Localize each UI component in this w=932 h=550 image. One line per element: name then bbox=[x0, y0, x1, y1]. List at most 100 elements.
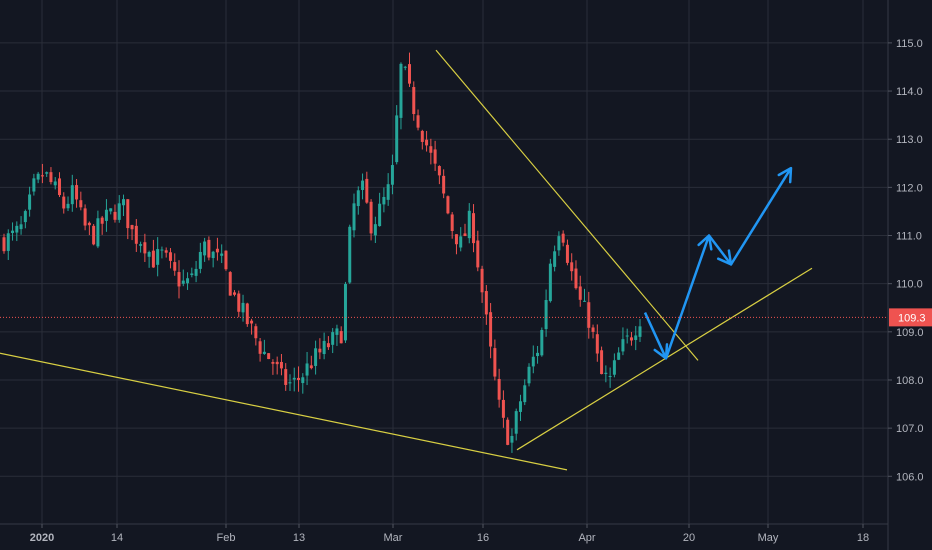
candle-up[interactable] bbox=[314, 340, 318, 375]
candle-up[interactable] bbox=[335, 324, 339, 346]
candlestick-series[interactable] bbox=[2, 52, 642, 453]
candle-down[interactable] bbox=[570, 253, 574, 281]
candle-down[interactable] bbox=[143, 233, 147, 262]
candle-up[interactable] bbox=[352, 193, 356, 238]
candle-up[interactable] bbox=[198, 242, 202, 274]
candle-down[interactable] bbox=[450, 212, 454, 239]
candle-up[interactable] bbox=[28, 186, 32, 217]
candle-up[interactable] bbox=[548, 258, 552, 303]
candle-up[interactable] bbox=[382, 187, 386, 213]
candle-up[interactable] bbox=[523, 379, 527, 406]
candle-down[interactable] bbox=[309, 355, 313, 370]
candle-up[interactable] bbox=[11, 222, 15, 241]
candle-down[interactable] bbox=[578, 275, 582, 307]
candle-up[interactable] bbox=[15, 221, 19, 242]
candle-down[interactable] bbox=[454, 234, 458, 255]
candle-up[interactable] bbox=[32, 173, 36, 196]
candle-up[interactable] bbox=[181, 269, 185, 287]
candle-up[interactable] bbox=[220, 244, 224, 264]
candle-up[interactable] bbox=[467, 203, 471, 244]
candle-down[interactable] bbox=[497, 368, 501, 408]
candle-up[interactable] bbox=[292, 367, 296, 392]
candle-up[interactable] bbox=[139, 241, 143, 253]
candle-down[interactable] bbox=[173, 253, 177, 276]
candle-down[interactable] bbox=[561, 230, 565, 247]
candle-down[interactable] bbox=[232, 290, 236, 297]
candle-up[interactable] bbox=[96, 210, 100, 249]
candle-up[interactable] bbox=[536, 345, 540, 364]
candle-down[interactable] bbox=[79, 191, 83, 211]
candle-up[interactable] bbox=[403, 65, 407, 71]
candle-down[interactable] bbox=[130, 224, 134, 241]
candle-up[interactable] bbox=[190, 267, 194, 278]
candle-up[interactable] bbox=[612, 353, 616, 378]
candle-up[interactable] bbox=[343, 281, 347, 343]
candle-down[interactable] bbox=[429, 138, 433, 165]
candle-up[interactable] bbox=[19, 216, 23, 235]
candle-down[interactable] bbox=[501, 390, 505, 428]
candle-up[interactable] bbox=[390, 154, 394, 195]
candle-down[interactable] bbox=[92, 224, 96, 246]
candle-up[interactable] bbox=[288, 374, 292, 391]
candle-up[interactable] bbox=[617, 347, 621, 361]
candle-down[interactable] bbox=[284, 363, 288, 391]
candle-down[interactable] bbox=[237, 290, 241, 318]
candle-up[interactable] bbox=[356, 186, 360, 215]
candle-down[interactable] bbox=[254, 323, 258, 346]
candle-up[interactable] bbox=[553, 245, 557, 272]
candle-up[interactable] bbox=[53, 177, 57, 190]
candle-down[interactable] bbox=[565, 239, 569, 266]
trendline-drawings[interactable] bbox=[0, 49, 813, 471]
candle-up[interactable] bbox=[23, 209, 27, 229]
candle-up[interactable] bbox=[604, 365, 608, 383]
candle-down[interactable] bbox=[416, 109, 420, 131]
candle-down[interactable] bbox=[258, 337, 262, 362]
time-axis[interactable]: 2020 14 Feb 13 Mar 16 Apr 20 May 18 bbox=[0, 523, 888, 544]
candle-down[interactable] bbox=[83, 204, 87, 231]
candle-down[interactable] bbox=[134, 219, 138, 252]
candle-up[interactable] bbox=[45, 171, 49, 177]
candle-down[interactable] bbox=[275, 356, 279, 375]
candle-up[interactable] bbox=[361, 173, 365, 200]
candle-down[interactable] bbox=[326, 336, 330, 350]
candle-up[interactable] bbox=[186, 272, 190, 290]
candle-up[interactable] bbox=[322, 332, 326, 360]
candle-up[interactable] bbox=[527, 363, 531, 387]
candle-up[interactable] bbox=[557, 231, 561, 256]
candle-down[interactable] bbox=[493, 339, 497, 381]
candle-down[interactable] bbox=[600, 346, 604, 375]
candle-down[interactable] bbox=[412, 81, 416, 121]
candle-up[interactable] bbox=[262, 339, 266, 355]
candle-down[interactable] bbox=[49, 167, 53, 185]
candle-up[interactable] bbox=[459, 227, 463, 252]
candle-down[interactable] bbox=[463, 223, 467, 237]
candle-up[interactable] bbox=[518, 394, 522, 421]
candle-down[interactable] bbox=[339, 326, 343, 344]
support-trendline-lower[interactable] bbox=[0, 352, 568, 471]
candle-up[interactable] bbox=[109, 208, 113, 215]
candle-down[interactable] bbox=[215, 237, 219, 261]
candle-down[interactable] bbox=[40, 163, 44, 184]
candle-down[interactable] bbox=[245, 302, 249, 327]
candle-up[interactable] bbox=[122, 194, 126, 217]
candle-up[interactable] bbox=[160, 246, 164, 259]
candle-down[interactable] bbox=[224, 250, 228, 271]
candle-down[interactable] bbox=[2, 233, 6, 254]
candle-down[interactable] bbox=[365, 171, 369, 204]
candle-down[interactable] bbox=[420, 129, 424, 150]
candle-down[interactable] bbox=[591, 324, 595, 339]
candle-down[interactable] bbox=[207, 236, 211, 261]
candle-down[interactable] bbox=[168, 248, 172, 269]
candle-down[interactable] bbox=[267, 353, 271, 360]
candle-down[interactable] bbox=[126, 199, 130, 240]
candle-down[interactable] bbox=[587, 291, 591, 339]
candle-down[interactable] bbox=[250, 318, 254, 335]
candle-down[interactable] bbox=[318, 338, 322, 360]
candle-up[interactable] bbox=[6, 229, 10, 260]
candle-down[interactable] bbox=[437, 165, 441, 185]
candle-up[interactable] bbox=[36, 171, 40, 184]
candle-down[interactable] bbox=[472, 204, 476, 253]
candle-down[interactable] bbox=[484, 285, 488, 325]
candle-down[interactable] bbox=[113, 204, 117, 223]
